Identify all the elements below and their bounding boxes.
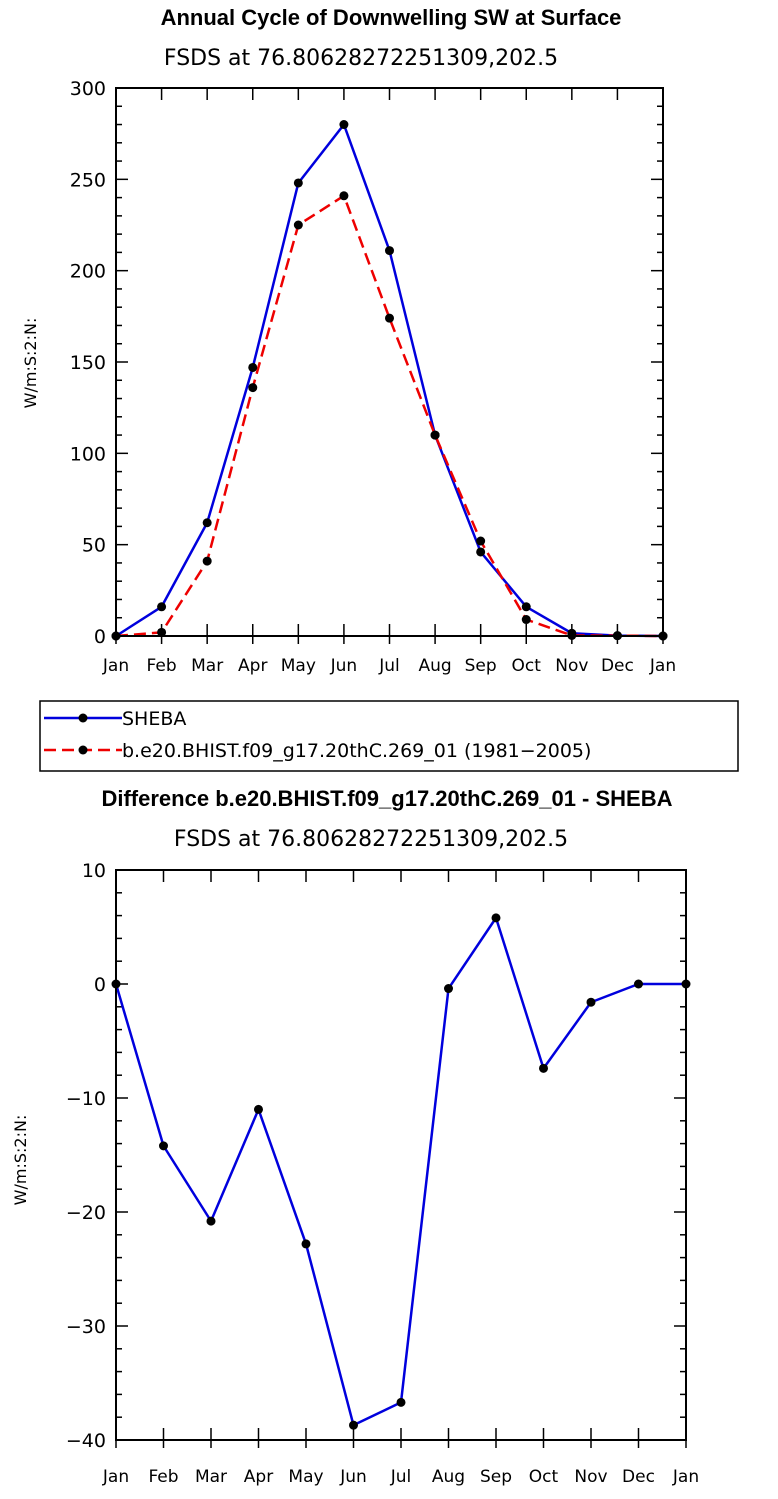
y-tick-label: 0 [94, 974, 106, 996]
chart1-x-axis: Jan Feb Mar Apr May Jun Jul Aug Sep Oct Nov Dec Jan [102, 88, 676, 676]
legend-marker-sheba [78, 713, 88, 723]
x-tick-label: Jun [330, 656, 358, 676]
y-tick-label: −30 [66, 1316, 106, 1338]
data-point [157, 627, 167, 637]
chart2-plot-frame [115, 869, 687, 1441]
data-point [521, 615, 531, 625]
data-point [349, 1420, 358, 1430]
chart1-plot-frame [115, 87, 664, 637]
chart1-ylabel: W/m:S:2:N: [21, 318, 40, 409]
data-point [301, 1239, 311, 1249]
chart1-y-axis: 0 50 100 150 200 250 300 [70, 78, 663, 648]
data-point [586, 997, 596, 1007]
y-tick-label: 50 [82, 535, 106, 557]
chart1-series [111, 120, 668, 641]
chart1-legend: SHEBA b.e20.BHIST.f09_g17.20thC.269_01 (… [39, 700, 739, 772]
x-tick-label: Oct [512, 656, 542, 676]
x-tick-label: Jun [339, 1467, 367, 1487]
y-tick-label: −10 [66, 1088, 106, 1110]
legend-marker-model [78, 745, 88, 755]
x-tick-label: Dec [622, 1467, 655, 1487]
x-tick-label: Apr [244, 1467, 273, 1487]
data-point [293, 178, 303, 188]
data-point [444, 984, 453, 994]
data-point [202, 518, 212, 528]
x-tick-label: Jan [102, 656, 129, 676]
y-tick-label: −20 [66, 1202, 106, 1224]
data-point [157, 602, 167, 612]
legend-label-model: b.e20.BHIST.f09_g17.20thC.269_01 (1981−2… [122, 740, 591, 762]
data-point [634, 979, 643, 989]
x-tick-label: Sep [465, 656, 497, 676]
data-point [521, 602, 531, 612]
x-tick-label: Jul [390, 1467, 412, 1487]
y-tick-label: −40 [66, 1430, 106, 1452]
x-tick-label: Feb [148, 1467, 178, 1487]
legend-entry-model: b.e20.BHIST.f09_g17.20thC.269_01 (1981−2… [44, 740, 591, 762]
data-point [491, 913, 501, 923]
data-point [159, 1141, 168, 1151]
x-tick-label: Jan [649, 656, 676, 676]
y-tick-label: 0 [94, 626, 106, 648]
x-tick-label: Mar [191, 656, 223, 676]
chart2-ylabel: W/m:S:2:N: [11, 1115, 30, 1206]
data-point [476, 547, 486, 557]
x-tick-label: May [288, 1467, 323, 1487]
data-point [476, 536, 486, 546]
x-tick-label: Nov [555, 656, 588, 676]
data-point [430, 430, 440, 440]
series-line-0 [115, 123, 664, 638]
x-tick-label: Aug [432, 1467, 465, 1487]
data-point [293, 220, 303, 230]
chart2-y-axis: −40 −30 −20 −10 0 10 [66, 860, 686, 1452]
x-tick-label: Nov [574, 1467, 607, 1487]
data-point [339, 191, 349, 201]
data-point [248, 362, 258, 372]
chart2-series [111, 913, 691, 1430]
data-point [385, 246, 394, 256]
data-point [206, 1216, 216, 1226]
x-tick-label: Dec [601, 656, 634, 676]
legend-box [39, 700, 739, 772]
chart2-title: Difference b.e20.BHIST.f09_g17.20thC.269… [101, 786, 672, 811]
y-tick-label: 10 [82, 860, 106, 882]
data-point [202, 556, 212, 566]
y-tick-label: 300 [70, 78, 106, 100]
x-tick-label: Apr [238, 656, 267, 676]
y-tick-label: 150 [70, 352, 106, 374]
chart-annual-cycle: Annual Cycle of Downwelling SW at Surfac… [21, 5, 739, 772]
x-tick-label: Sep [480, 1467, 512, 1487]
x-tick-label: May [281, 656, 316, 676]
x-tick-label: Jul [378, 656, 400, 676]
x-tick-label: Mar [195, 1467, 227, 1487]
data-point [539, 1063, 548, 1073]
chart-difference: Difference b.e20.BHIST.f09_g17.20thC.269… [11, 786, 699, 1487]
data-point [385, 313, 394, 323]
chart1-title: Annual Cycle of Downwelling SW at Surfac… [161, 5, 622, 30]
y-tick-label: 100 [70, 443, 106, 465]
legend-label-sheba: SHEBA [122, 708, 186, 730]
data-point [248, 383, 258, 393]
data-point [254, 1104, 263, 1114]
x-tick-label: Jan [672, 1467, 699, 1487]
x-tick-label: Oct [529, 1467, 559, 1487]
x-tick-label: Jan [102, 1467, 129, 1487]
x-tick-label: Aug [418, 656, 451, 676]
data-point [339, 120, 349, 130]
legend-entry-sheba: SHEBA [44, 708, 186, 730]
x-tick-label: Feb [147, 656, 177, 676]
y-tick-label: 200 [70, 261, 106, 283]
chart1-subtitle: FSDS at 76.80628272251309,202.5 [164, 46, 558, 71]
y-tick-label: 250 [70, 169, 106, 191]
series-line-0 [114, 916, 686, 1427]
chart2-x-axis: Jan Feb Mar Apr May Jun Jul Aug Sep Oct Nov Dec Jan [102, 870, 699, 1487]
series-line-1 [115, 194, 664, 638]
chart2-subtitle: FSDS at 76.80628272251309,202.5 [174, 827, 568, 852]
data-point [396, 1397, 406, 1407]
